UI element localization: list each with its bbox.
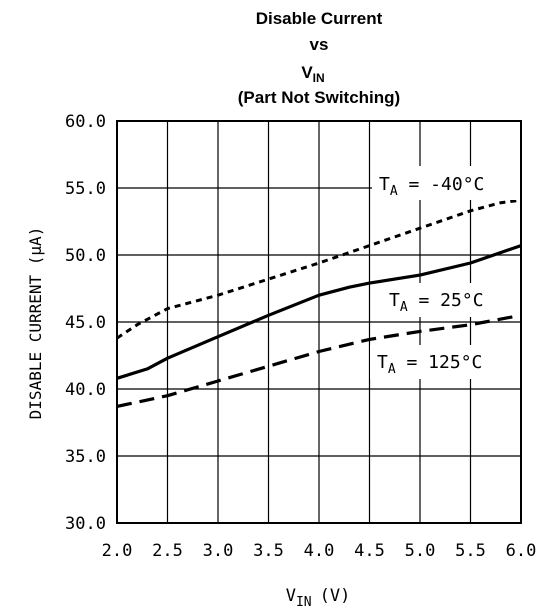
x-tick-label: 6.0 xyxy=(506,541,537,561)
y-tick-label: 60.0 xyxy=(65,112,106,132)
x-tick-label: 5.5 xyxy=(455,541,486,561)
y-tick-label: 35.0 xyxy=(65,447,106,467)
y-tick-label: 45.0 xyxy=(65,313,106,333)
y-tick-label: 55.0 xyxy=(65,179,106,199)
y-tick-label: 40.0 xyxy=(65,380,106,400)
y-tick-label: 30.0 xyxy=(65,514,106,534)
series-layer xyxy=(116,198,522,408)
chart-title-v-subscript: IN xyxy=(313,71,325,85)
x-tick-label: 2.0 xyxy=(102,541,133,561)
svg-text:TA = 25°C: TA = 25°C xyxy=(389,290,484,315)
chart-title-line-2: vs xyxy=(310,35,329,54)
x-axis-label-v: V xyxy=(286,586,296,606)
chart-title-line-1: Disable Current xyxy=(256,9,383,28)
plot-frame xyxy=(116,120,522,524)
annotation-minus40: TA = -40°C xyxy=(372,166,520,200)
annotation-125: TA = 125°C xyxy=(370,345,514,379)
chart-title-v: V xyxy=(301,63,313,82)
series-line-0 xyxy=(116,198,522,340)
x-tick-label: 5.0 xyxy=(405,541,436,561)
y-axis-label: DISABLE CURRENT (μA) xyxy=(26,227,45,420)
x-tick-label: 4.5 xyxy=(354,541,385,561)
annotation-25: TA = 25°C xyxy=(382,283,504,317)
chart-title-line-3: VIN xyxy=(301,63,324,85)
svg-text:TA = 125°C: TA = 125°C xyxy=(377,352,482,377)
y-tick-labels: 30.0 35.0 40.0 45.0 50.0 55.0 60.0 xyxy=(65,112,106,534)
x-tick-label: 4.0 xyxy=(304,541,335,561)
series-line-1 xyxy=(116,244,522,380)
x-tick-labels: 2.0 2.5 3.0 3.5 4.0 4.5 5.0 5.5 6.0 xyxy=(102,541,537,561)
x-axis-label-subscript: IN xyxy=(296,595,312,610)
svg-text:TA = -40°C: TA = -40°C xyxy=(379,174,484,199)
x-tick-label: 3.0 xyxy=(203,541,234,561)
x-axis-label: VIN (V) xyxy=(286,586,351,610)
series-line-2 xyxy=(116,313,522,408)
x-tick-label: 3.5 xyxy=(253,541,284,561)
y-tick-label: 50.0 xyxy=(65,246,106,266)
x-axis-label-unit: (V) xyxy=(320,586,351,606)
x-tick-label: 2.5 xyxy=(152,541,183,561)
chart-title-line-4: (Part Not Switching) xyxy=(238,88,400,107)
